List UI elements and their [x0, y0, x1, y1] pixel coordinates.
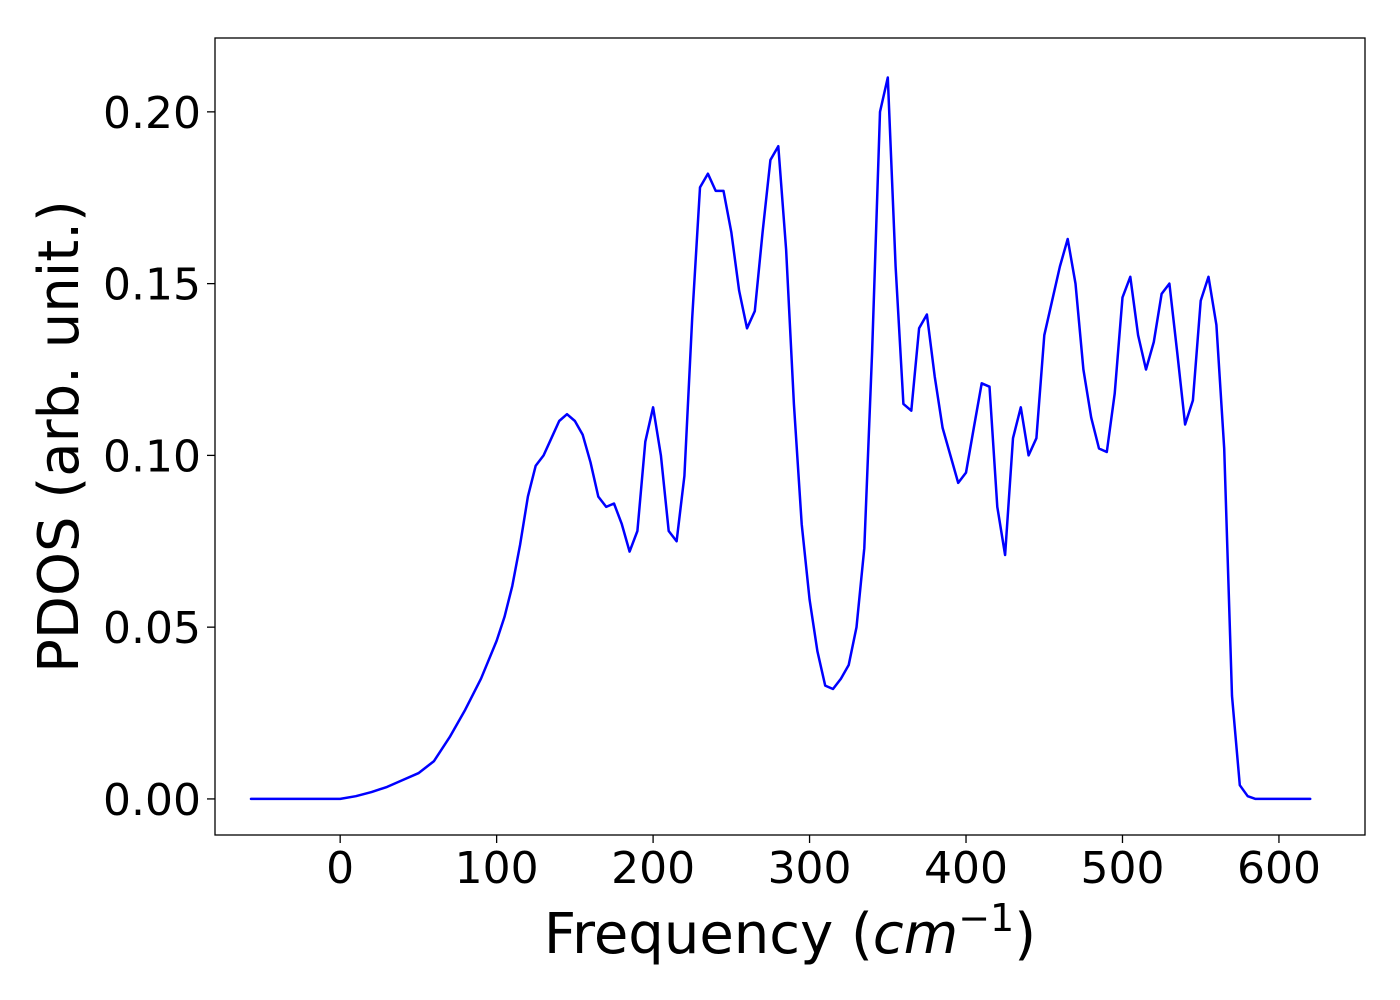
x-tick-label: 200: [611, 843, 695, 894]
y-tick-label: 0.20: [103, 88, 201, 139]
y-tick-label: 0.05: [103, 603, 201, 654]
x-tick-label: 500: [1080, 843, 1164, 894]
y-tick-label: 0.10: [103, 431, 201, 482]
x-axis-label-math: cm: [873, 902, 958, 967]
x-tick-label: 300: [768, 843, 852, 894]
y-tick-label: 0.00: [103, 775, 201, 826]
x-tick-label: 600: [1237, 843, 1321, 894]
y-axis-ticks: 0.00 0.05 0.10 0.15 0.20: [103, 88, 215, 826]
plot-frame: [214, 37, 1366, 836]
x-axis-label-close: ): [1014, 902, 1036, 967]
x-axis-label: Frequency (cm−1): [544, 896, 1036, 967]
pdos-series-line: [249, 76, 1312, 801]
x-axis-ticks: 0 100 200 300 400 500 600: [326, 835, 1321, 894]
y-axis-label: PDOS (arb. unit.): [27, 200, 92, 673]
x-tick-label: 100: [455, 843, 539, 894]
y-tick-label: 0.15: [103, 260, 201, 311]
x-tick-label: 0: [326, 843, 354, 894]
x-axis-label-exponent: −1: [958, 896, 1014, 940]
x-tick-label: 400: [924, 843, 1008, 894]
x-axis-label-text: Frequency (: [544, 902, 873, 967]
